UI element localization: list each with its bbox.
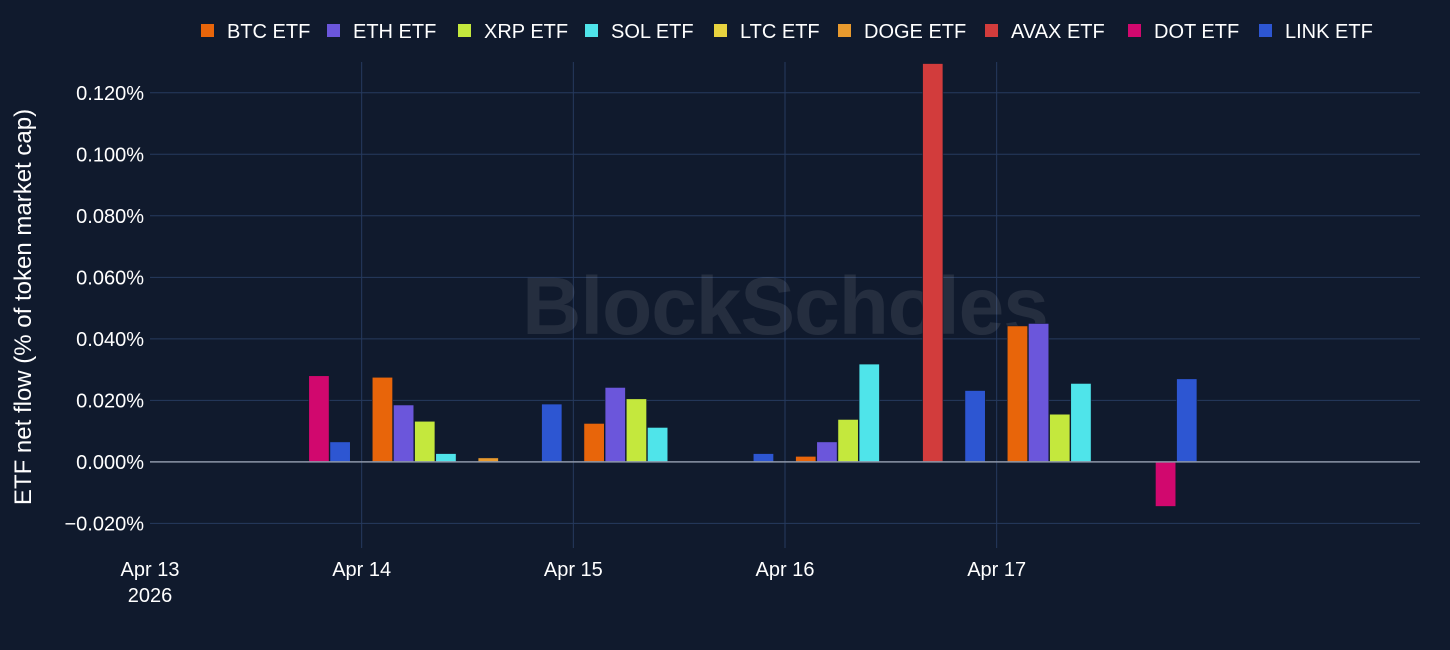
x-tick-label: Apr 13 [121,559,180,581]
y-tick-label: −0.020% [64,513,144,535]
x-tick-label: Apr 17 [967,559,1026,581]
bar-link-etf [1176,378,1198,463]
bar-link-etf [964,390,986,463]
watermark-text: BlockScholes [522,261,1048,352]
legend: BTC ETF ETH ETF XRP ETF SOL ETF LTC ETF DOGE … [201,21,1373,43]
bar-link-etf [541,403,563,463]
y-tick-label: 0.000% [76,452,144,474]
legend-item[interactable]: DOGE ETF [838,21,966,43]
legend-label: BTC ETF [227,21,310,43]
legend-swatch [985,24,998,37]
legend-label: XRP ETF [484,21,568,43]
legend-item[interactable]: LINK ETF [1259,21,1373,43]
bar-eth-etf [816,441,838,463]
legend-swatch [201,24,214,37]
legend-swatch [585,24,598,37]
legend-item[interactable]: ETH ETF [327,21,436,43]
bar-xrp-etf [837,419,859,463]
legend-item[interactable]: LTC ETF [714,21,820,43]
legend-item[interactable]: BTC ETF [201,21,310,43]
bar-btc-etf [1006,325,1028,463]
legend-label: DOT ETF [1154,21,1239,43]
bar-btc-etf [583,423,605,463]
bar-xrp-etf [414,420,436,463]
bar-btc-etf [371,376,393,463]
legend-label: ETH ETF [353,21,436,43]
y-tick-label: 0.040% [76,329,144,351]
y-tick-label: 0.020% [76,390,144,412]
y-axis-title: ETF net flow (% of token market cap) [10,109,37,505]
legend-swatch [458,24,471,37]
bar-sol-etf [858,363,880,463]
bar-sol-etf [435,453,457,463]
legend-item[interactable]: DOT ETF [1128,21,1239,43]
bar-eth-etf [604,387,626,463]
bar-dot-etf [1155,461,1177,507]
bar-btc-etf [795,456,817,463]
y-tick-label: 0.100% [76,144,144,166]
x-tick-label: Apr 15 [544,559,603,581]
x-tick-sublabel: 2026 [128,585,173,607]
bar-sol-etf [647,427,669,463]
legend-label: SOL ETF [611,21,694,43]
bar-eth-etf [393,404,415,463]
bar-eth-etf [1028,323,1050,463]
bar-link-etf [329,441,351,463]
legend-swatch [327,24,340,37]
bar-sol-etf [1070,383,1092,463]
bar-dot-etf [308,375,330,463]
legend-item[interactable]: SOL ETF [585,21,694,43]
y-tick-label: 0.060% [76,267,144,289]
bar-link-etf [752,453,774,463]
x-tick-label: Apr 14 [332,559,391,581]
legend-label: LINK ETF [1285,21,1373,43]
grid-lines [150,62,1420,548]
y-tick-label: 0.080% [76,206,144,228]
legend-swatch [714,24,727,37]
bar-xrp-etf [625,398,647,463]
x-tick-label: Apr 16 [756,559,815,581]
legend-label: LTC ETF [740,21,820,43]
y-tick-label: 0.120% [76,83,144,105]
legend-item[interactable]: XRP ETF [458,21,568,43]
legend-label: DOGE ETF [864,21,966,43]
legend-swatch [838,24,851,37]
bar-xrp-etf [1049,413,1071,463]
bar-avax-etf [922,63,944,463]
legend-swatch [1128,24,1141,37]
axes: −0.020% 0.000% 0.020% 0.040% 0.060% 0.080% 0.1… [64,83,1420,607]
legend-item[interactable]: AVAX ETF [985,21,1105,43]
legend-label: AVAX ETF [1011,21,1105,43]
legend-swatch [1259,24,1272,37]
